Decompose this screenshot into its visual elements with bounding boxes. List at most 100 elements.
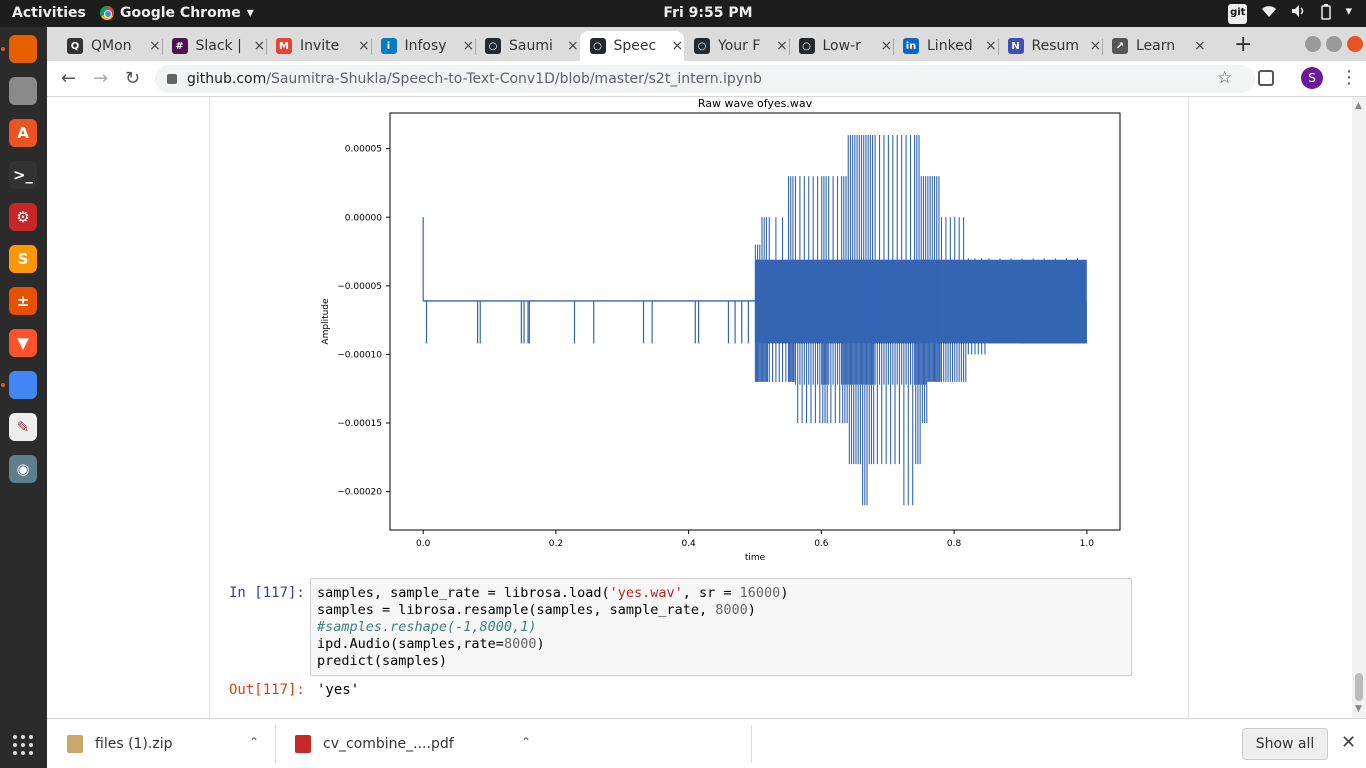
bookmark-star-icon[interactable]: ☆ [1217, 68, 1233, 88]
chrome-icon [100, 6, 114, 20]
clock[interactable]: Fri 9:55 PM [663, 5, 753, 21]
back-button[interactable]: ← [61, 68, 77, 89]
code-token: 'yes.wav' [609, 585, 683, 601]
dock-brave-icon[interactable]: ▼ [9, 329, 37, 357]
y-tick-label: −0.00010 [337, 350, 382, 360]
notebook-container [209, 97, 1189, 718]
tab-label: Invite [300, 38, 340, 54]
dock-software-icon[interactable]: A [9, 119, 37, 147]
tab-close-icon[interactable]: × [149, 38, 161, 54]
dock-firefox-icon[interactable] [9, 35, 37, 63]
dock-text-editor-icon[interactable]: ✎ [9, 413, 37, 441]
dock-files-icon[interactable] [9, 77, 37, 105]
code-token: ) [536, 636, 545, 652]
tab-label: Linked [927, 38, 973, 54]
page-scrollbar[interactable]: ▲ ▼ [1352, 97, 1366, 718]
reload-button[interactable]: ↻ [125, 68, 141, 89]
x-tick-label: 0.8 [947, 539, 962, 549]
tab-close-icon[interactable]: × [880, 38, 893, 54]
tab-5[interactable]: ○ Speec × [579, 31, 684, 61]
code-token: ) [780, 585, 789, 601]
code-line: samples = librosa.resample(samples, samp… [317, 602, 1125, 619]
download-bar: Show all ✕ files (1).zip ⌃ cv_combine_....… [47, 718, 1366, 768]
tab-separator [161, 39, 163, 55]
address-bar[interactable]: github.com/Saumitra-Shukla/Speech-to-Tex… [155, 65, 1255, 93]
scroll-thumb[interactable] [1355, 673, 1363, 701]
tab-label: Learn [1136, 38, 1176, 54]
download-options-chevron-icon[interactable]: ⌃ [521, 735, 532, 749]
tab-close-icon[interactable]: × [671, 38, 684, 54]
tab-favicon-icon: ○ [798, 38, 815, 54]
tab-3[interactable]: i Infosy × [371, 31, 476, 61]
tab-7[interactable]: ○ Low-r × [789, 31, 894, 61]
tab-close-icon[interactable]: × [462, 38, 475, 54]
show-all-button[interactable]: Show all [1242, 728, 1328, 760]
tab-2[interactable]: M Invite × [266, 31, 371, 61]
app-menu[interactable]: Google Chrome ▾ [100, 5, 254, 21]
system-top-bar: Activities Google Chrome ▾ Fri 9:55 PM g… [0, 0, 1366, 27]
plot-frame [389, 112, 1121, 531]
input-prompt: In [117]: [229, 585, 305, 601]
x-tick-label: 0.0 [416, 539, 431, 549]
show-applications-icon[interactable] [13, 735, 33, 755]
maximize-button[interactable] [1326, 36, 1342, 52]
chart-title: Raw wave ofyes.wav [698, 97, 813, 110]
close-window-button[interactable] [1347, 36, 1363, 52]
dock-chrome-icon[interactable] [9, 371, 37, 399]
close-download-bar-icon[interactable]: ✕ [1341, 732, 1357, 753]
git-indicator-icon[interactable]: git [1228, 4, 1248, 24]
dock-sublime-icon[interactable]: S [9, 245, 37, 273]
code-token: #samples.reshape(-1,8000,1) [317, 619, 537, 635]
code-line: #samples.reshape(-1,8000,1) [317, 619, 1125, 636]
tab-1[interactable]: # Slack | × [162, 31, 267, 61]
download-options-chevron-icon[interactable]: ⌃ [249, 735, 260, 749]
y-tick-label: 0.00000 [345, 213, 382, 223]
tab-close-icon[interactable]: × [1089, 38, 1102, 54]
tab-9[interactable]: N Resum × [998, 31, 1103, 61]
dock-screenshot-icon[interactable]: ◉ [9, 455, 37, 483]
running-indicator [1, 47, 5, 51]
tab-label: Your F [718, 38, 761, 54]
browser-menu-icon[interactable]: ⋮ [1340, 67, 1358, 88]
tab-0[interactable]: Q QMon × [57, 31, 162, 61]
tab-close-icon[interactable]: × [1194, 38, 1206, 54]
tab-close-icon[interactable]: × [985, 38, 997, 54]
forward-button[interactable]: → [93, 68, 109, 89]
code-token: samples = librosa.resample(samples, samp… [317, 602, 716, 618]
tab-close-icon[interactable]: × [567, 38, 579, 54]
tab-favicon-icon: ○ [694, 38, 710, 54]
code-token: predict(samples) [317, 653, 448, 669]
code-token: , sr = [682, 585, 740, 601]
activities-button[interactable]: Activities [12, 5, 86, 21]
download-item[interactable]: files (1).zip [67, 729, 172, 759]
scroll-up-icon[interactable]: ▲ [1355, 101, 1362, 111]
code-cell[interactable]: samples, sample_rate = librosa.load('yes… [310, 578, 1132, 676]
profile-avatar[interactable]: S [1301, 67, 1323, 89]
scroll-down-icon[interactable]: ▼ [1355, 704, 1362, 714]
tab-close-icon[interactable]: × [358, 38, 370, 54]
code-token: 8000 [715, 602, 748, 618]
tab-favicon-icon: M [276, 38, 292, 54]
tab-label: Saumi [509, 38, 553, 54]
extension-icon[interactable] [1258, 70, 1274, 86]
download-item[interactable]: cv_combine_....pdf [295, 729, 454, 759]
download-separator [751, 725, 752, 763]
y-tick-label: −0.00005 [337, 282, 382, 292]
new-tab-button[interactable]: + [1234, 32, 1253, 57]
system-tray[interactable]: git ▾ [1228, 4, 1352, 24]
dock-calculator-icon[interactable]: ± [9, 287, 37, 315]
tab-favicon-icon: in [903, 38, 919, 54]
tab-close-icon[interactable]: × [253, 38, 266, 54]
tab-label: QMon [91, 38, 132, 54]
minimize-button[interactable] [1305, 36, 1321, 52]
tab-close-icon[interactable]: × [776, 38, 788, 54]
dock-terminal-icon[interactable]: >_ [9, 161, 37, 189]
tab-10[interactable]: ↗ Learn × [1102, 31, 1207, 61]
tab-8[interactable]: in Linked × [893, 31, 998, 61]
tab-4[interactable]: ○ Saumi × [475, 31, 580, 61]
tab-6[interactable]: ○ Your F × [684, 31, 789, 61]
tab-label: Speec [613, 38, 657, 54]
tab-label: Low-r [822, 38, 861, 54]
dock-settings-icon[interactable]: ⚙ [9, 203, 37, 231]
code-token: samples, sample_rate = librosa.load( [317, 585, 610, 601]
